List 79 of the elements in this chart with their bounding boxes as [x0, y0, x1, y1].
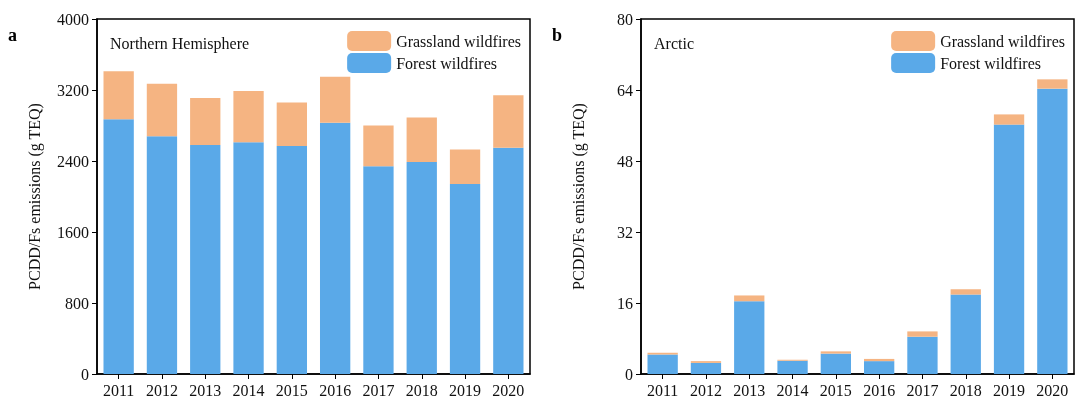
x-tick-label: 2013 — [733, 381, 766, 399]
bar — [907, 331, 938, 337]
x-tick-label: 2016 — [319, 381, 352, 399]
bar — [864, 358, 895, 362]
bar — [320, 76, 351, 123]
bar — [820, 351, 852, 354]
x-tick-label: 2015 — [275, 381, 308, 399]
x-tick-label: 2016 — [863, 381, 896, 399]
y-tick-label: 4000 — [57, 10, 89, 28]
y-tick-label: 16 — [617, 294, 633, 312]
x-tick-label: 2013 — [189, 381, 222, 399]
y-tick-label: 0 — [81, 365, 89, 383]
bar — [690, 362, 722, 374]
bar — [363, 166, 394, 374]
y-tick-label: 32 — [617, 223, 633, 241]
y-tick-label: 64 — [617, 81, 633, 99]
x-tick-label: 2018 — [405, 381, 438, 399]
bar — [363, 125, 394, 167]
x-tick-label: 2014 — [776, 381, 809, 399]
bar — [449, 149, 481, 185]
legend-label: Forest wildfires — [396, 54, 498, 72]
bar — [950, 289, 981, 295]
bar — [993, 114, 1025, 125]
y-tick-label: 1600 — [57, 223, 89, 241]
y-axis-title: PCDD/Fs emissions (g TEQ) — [569, 103, 588, 290]
x-tick-label: 2020 — [1036, 381, 1069, 399]
legend-label: Forest wildfires — [940, 54, 1042, 72]
bar — [190, 145, 221, 374]
x-tick-label: 2017 — [362, 381, 395, 399]
bar — [950, 294, 981, 374]
bar — [233, 142, 264, 374]
x-tick-label: 2011 — [646, 381, 679, 399]
x-tick-label: 2015 — [819, 381, 852, 399]
bar — [907, 336, 938, 374]
bar — [233, 90, 264, 143]
bar — [777, 360, 808, 374]
x-tick-label: 2019 — [993, 381, 1026, 399]
bar — [103, 71, 134, 120]
text: Northern Hemisphere — [110, 34, 250, 53]
text: Arctic — [654, 34, 694, 52]
bar — [146, 83, 178, 137]
bar — [493, 147, 524, 374]
y-tick-label: 2400 — [57, 152, 89, 170]
x-tick-label: 2011 — [102, 381, 135, 399]
bar — [734, 301, 765, 374]
bar — [993, 124, 1025, 374]
bar — [647, 354, 678, 374]
bar — [276, 145, 308, 374]
bar — [190, 97, 221, 146]
y-axis-title: PCDD/Fs emissions (g TEQ) — [25, 103, 44, 290]
text: b — [552, 25, 563, 45]
bar — [406, 117, 437, 162]
bar — [146, 136, 178, 374]
y-tick-label: 3200 — [57, 81, 89, 99]
x-tick-label: 2019 — [449, 381, 482, 399]
bar — [734, 295, 765, 302]
bar — [406, 161, 437, 374]
bar — [864, 361, 895, 374]
bar — [820, 353, 852, 374]
bar — [320, 122, 351, 374]
x-tick-label: 2012 — [145, 381, 178, 399]
x-tick-label: 2018 — [949, 381, 982, 399]
bar — [449, 184, 481, 374]
y-tick-label: 0 — [625, 365, 633, 383]
bar — [493, 95, 524, 148]
bar — [276, 102, 308, 146]
y-tick-label: 80 — [617, 10, 633, 28]
bar — [103, 119, 134, 374]
bar — [1037, 88, 1068, 374]
x-tick-label: 2012 — [689, 381, 722, 399]
x-tick-label: 2020 — [492, 381, 525, 399]
legend-label: Grassland wildfires — [940, 32, 1065, 50]
bar — [1037, 79, 1068, 89]
text: a — [8, 25, 17, 45]
legend-label: Grassland wildfires — [396, 32, 521, 50]
x-tick-label: 2017 — [906, 381, 939, 399]
y-tick-label: 800 — [65, 294, 89, 312]
y-tick-label: 48 — [617, 152, 633, 170]
x-tick-label: 2014 — [232, 381, 265, 399]
